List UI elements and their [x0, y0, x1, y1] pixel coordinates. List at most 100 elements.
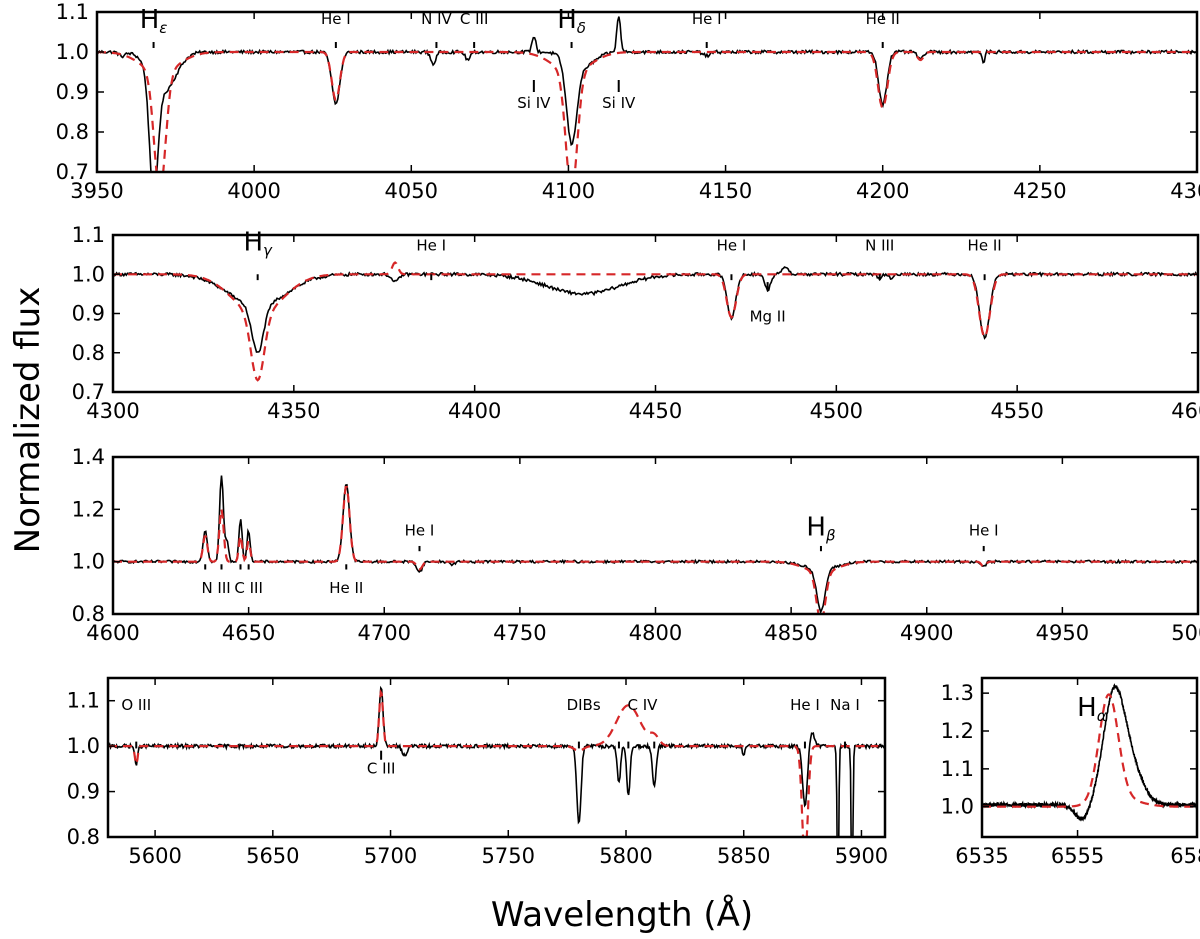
y-tick-label: 0.8 — [72, 341, 105, 365]
y-tick-label: 0.8 — [67, 825, 100, 849]
annotation-label: C IV — [628, 696, 659, 714]
series-group — [113, 261, 1198, 382]
model-spectrum-line — [108, 688, 885, 837]
annotation-label: Na I — [830, 696, 860, 714]
annotation-label: DIBs — [567, 696, 601, 714]
y-tick-label: 1.0 — [67, 734, 100, 758]
model-spectrum-line — [982, 693, 1197, 808]
annotation-label: N IV — [421, 10, 452, 28]
y-axis-label: Normalized flux — [8, 286, 48, 554]
annotation-label: N III — [865, 237, 894, 255]
y-tick-label: 0.8 — [56, 120, 89, 144]
x-tick-label: 4800 — [629, 621, 682, 645]
x-tick-label: 4300 — [86, 399, 139, 423]
x-tick-label: 4000 — [227, 179, 280, 203]
x-tick-label: 4200 — [856, 179, 909, 203]
x-tick-label: 5850 — [717, 844, 770, 868]
series-group — [982, 683, 1197, 822]
x-tick-label: 4400 — [448, 399, 501, 423]
line-annotation: C III — [460, 10, 489, 48]
annotation-label: C III — [367, 759, 396, 777]
x-tick-label: 4600 — [1171, 399, 1200, 423]
x-tick-label: 4100 — [542, 179, 595, 203]
line-annotation: Si IV — [517, 80, 551, 112]
line-annotation: N III — [865, 237, 894, 281]
y-tick-label: 1.1 — [72, 223, 105, 247]
x-tick-label: 6580 — [1170, 844, 1200, 868]
y-tick-label: 1.0 — [941, 795, 974, 819]
annotation-label: Hα — [1077, 693, 1107, 725]
x-tick-label: 4600 — [86, 621, 139, 645]
annotation-label: C III — [234, 579, 263, 597]
y-tick-label: 1.2 — [72, 497, 105, 521]
observed-spectrum-line — [113, 475, 1198, 614]
y-tick-label: 1.0 — [72, 550, 105, 574]
x-tick-label: 4150 — [699, 179, 752, 203]
annotation-subscript: α — [1097, 707, 1107, 725]
panel-4: 5600 5650 5700 5750 5800 5850 5900 0.8 0.9 1.0 1.1… — [67, 676, 888, 868]
series-group — [113, 475, 1198, 614]
panel-frame — [111, 455, 1200, 616]
x-tick-label: 4850 — [764, 621, 817, 645]
y-tick-label: 0.9 — [67, 780, 100, 804]
y-tick-label: 0.9 — [56, 80, 89, 104]
observed-spectrum-line — [97, 16, 1197, 172]
y-tick-label: 1.3 — [941, 681, 974, 705]
x-tick-label: 4450 — [629, 399, 682, 423]
annotation-label: He I — [416, 237, 446, 255]
y-tick-label: 0.8 — [72, 602, 105, 626]
line-annotation: He I — [405, 522, 435, 552]
annotation-label: C III — [460, 10, 489, 28]
line-annotation: He II — [968, 237, 1002, 281]
annotation-label: Hγ — [243, 228, 273, 260]
line-annotation: Mg II — [750, 282, 786, 325]
panel-frame — [95, 10, 1199, 174]
panel-frame — [980, 676, 1199, 839]
x-tick-label: 4350 — [267, 399, 320, 423]
x-tick-label: 5900 — [835, 844, 888, 868]
annotation-label: Si IV — [517, 94, 551, 112]
annotation-label: He II — [866, 10, 900, 28]
annotation-subscript: γ — [263, 242, 273, 260]
panel-5: 6535 6555 6580 1.0 1.1 1.2 1.3 Hα — [941, 676, 1200, 868]
y-tick-label: 1.2 — [941, 719, 974, 743]
annotation-label: He I — [321, 10, 351, 28]
line-annotation: He I — [969, 522, 999, 552]
x-tick-label: 5750 — [482, 844, 535, 868]
line-annotation: C III — [367, 750, 396, 777]
annotation-label: He II — [329, 579, 363, 597]
line-annotation: He I — [692, 10, 722, 48]
annotation-label: O III — [121, 696, 151, 714]
model-spectrum-line — [113, 486, 1198, 614]
model-spectrum-line — [113, 261, 1198, 382]
observed-spectrum-line — [982, 683, 1197, 822]
series-group — [108, 685, 885, 837]
annotation-label: Hε — [140, 5, 168, 37]
x-tick-label: 4650 — [222, 621, 275, 645]
annotation-label: He I — [405, 522, 435, 540]
annotation-label: He I — [717, 237, 747, 255]
annotation-label: He II — [968, 237, 1002, 255]
x-tick-label: 4050 — [385, 179, 438, 203]
y-tick-label: 1.1 — [56, 0, 89, 24]
y-tick-label: 1.4 — [72, 445, 105, 469]
x-tick-label: 4700 — [358, 621, 411, 645]
x-tick-label: 4250 — [1013, 179, 1066, 203]
y-tick-label: 1.1 — [941, 757, 974, 781]
y-tick-label: 1.0 — [72, 262, 105, 286]
x-tick-label: 5800 — [599, 844, 652, 868]
line-annotation: O III — [121, 696, 151, 749]
line-annotation: He I — [717, 237, 747, 281]
annotation-label: Mg II — [750, 307, 786, 325]
panel-1: 3950 4000 4050 4100 4150 4200 4250 4300 0.7 0.8 0.… — [56, 0, 1200, 203]
x-tick-label: 5650 — [246, 844, 299, 868]
line-annotation: Hα — [1077, 693, 1107, 725]
x-tick-label: 6535 — [955, 844, 1008, 868]
y-tick-label: 0.7 — [56, 160, 89, 184]
x-axis-label: Wavelength (Å) — [490, 895, 754, 935]
line-annotation: N IV — [421, 10, 452, 48]
line-annotation: He II — [866, 10, 900, 48]
x-tick-label: 6555 — [1051, 844, 1104, 868]
observed-spectrum-line — [113, 266, 1198, 353]
x-tick-label: 4300 — [1170, 179, 1200, 203]
